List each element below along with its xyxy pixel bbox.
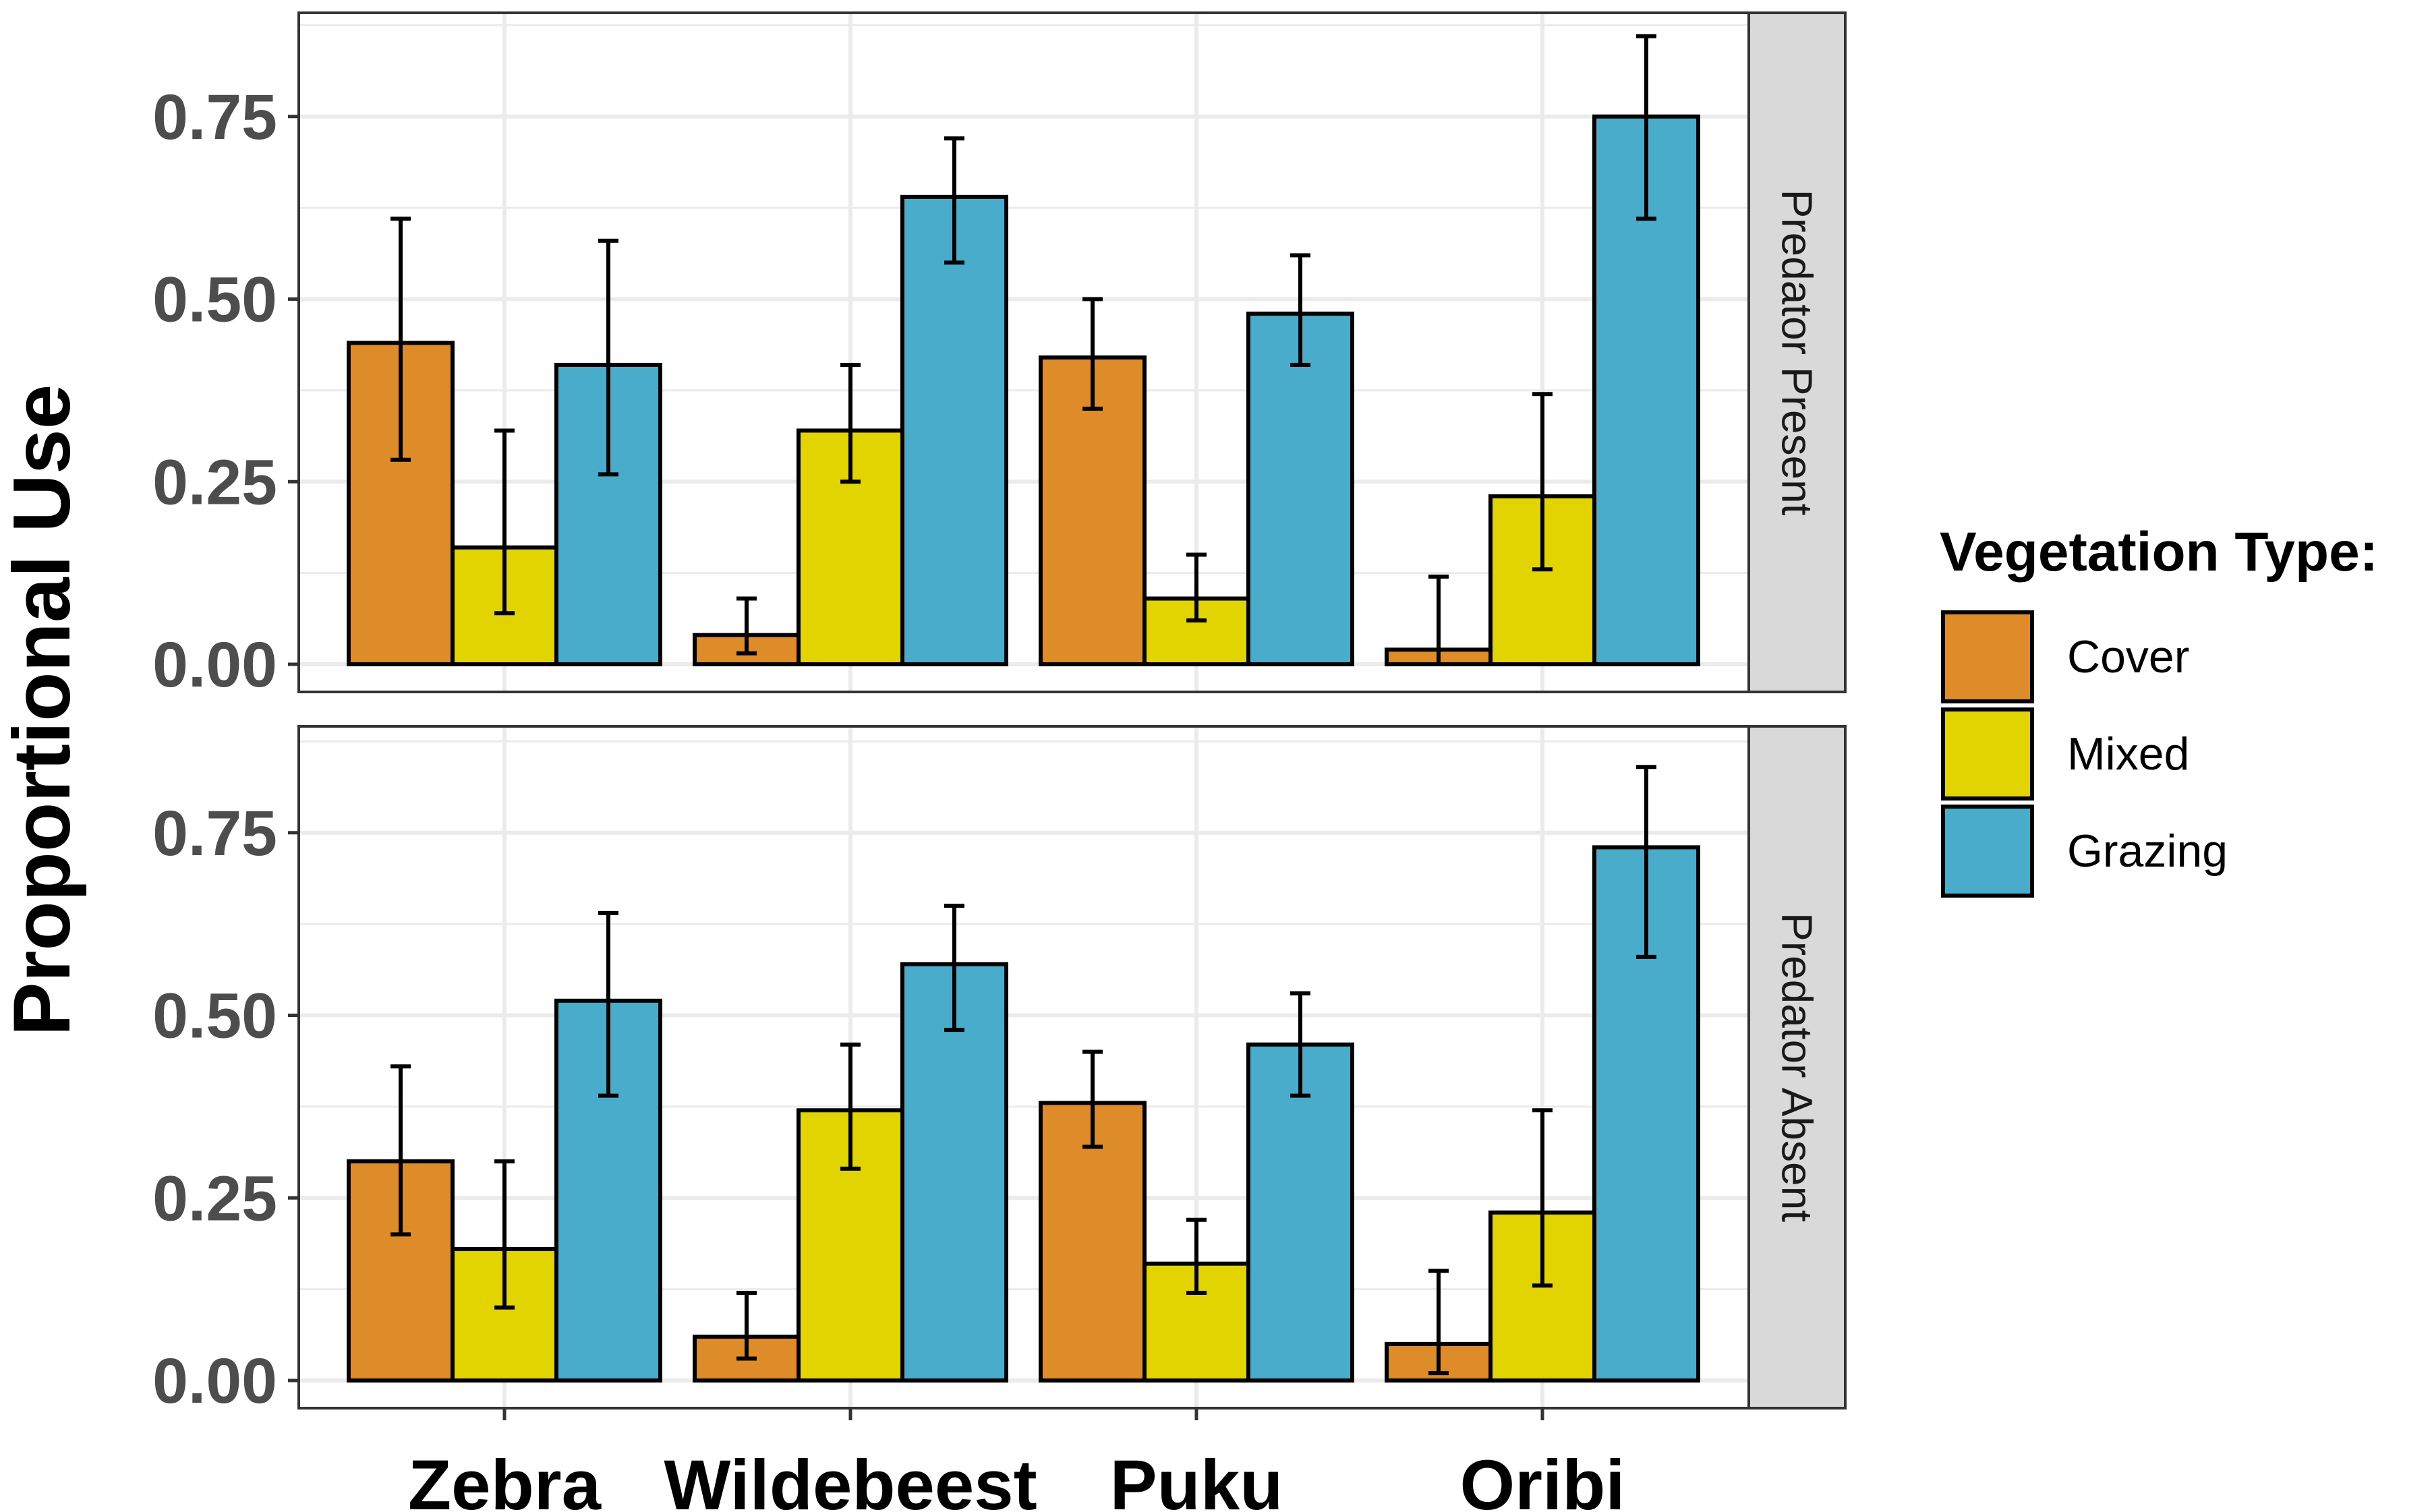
bar-predator-absent-zebra-grazing (554, 998, 662, 1383)
error-bar-predator-present-oribi-cover (1428, 575, 1449, 666)
error-bar-predator-present-zebra-mixed (494, 428, 515, 616)
error-bar-predator-absent-oribi-cover (1428, 1269, 1449, 1376)
error-bar-predator-absent-oribi-grazing (1636, 765, 1656, 959)
legend-label-cover: Cover (2067, 631, 2189, 682)
facet-strip-label: Predator Absent (1773, 912, 1822, 1222)
y-axis-label: Proportional Use (0, 384, 87, 1037)
legend: Vegetation Type: Cover Mixed Grazing (1940, 521, 2378, 898)
facet-strip (1747, 725, 1847, 1409)
bar-predator-absent-puku-cover (1039, 1101, 1147, 1383)
error-bar-predator-present-wildebeest-grazing (944, 136, 964, 265)
legend-key-grazing (1941, 805, 2034, 898)
legend-title: Vegetation Type: (1940, 521, 2378, 583)
error-bar-predator-present-oribi-mixed (1532, 392, 1553, 572)
error-bar-predator-present-wildebeest-cover (736, 596, 757, 656)
error-bar-predator-present-zebra-cover (390, 216, 411, 462)
legend-key-mixed (1941, 707, 2034, 801)
x-tick-label: Puku (1110, 1446, 1283, 1512)
error-bar-predator-present-wildebeest-mixed (840, 362, 861, 484)
error-bar-predator-present-puku-cover (1082, 297, 1103, 411)
error-bar-predator-absent-zebra-mixed (494, 1159, 515, 1310)
panel-predator-present: 0.00 0.25 0.50 0.75 Predator Present (152, 11, 1847, 701)
x-tick-label: Oribi (1459, 1446, 1625, 1512)
x-tick-label: Wildebeest (664, 1446, 1037, 1512)
error-bar-predator-absent-puku-cover (1082, 1049, 1103, 1149)
bar-predator-absent-wildebeest-grazing (900, 962, 1008, 1383)
x-tick-label: Zebra (408, 1446, 602, 1512)
y-tick-label: 0.50 (152, 981, 277, 1052)
y-tick-label: 0.25 (152, 1163, 277, 1234)
error-bar-predator-absent-wildebeest-mixed (840, 1042, 861, 1171)
error-bar-predator-absent-oribi-mixed (1532, 1108, 1553, 1288)
legend-label-mixed: Mixed (2067, 728, 2189, 780)
error-bar-predator-present-puku-mixed (1186, 552, 1207, 623)
panel-predator-absent: 0.00 0.25 0.50 0.75 Predator Absent (152, 725, 1847, 1417)
y-tick-label: 0.25 (152, 446, 277, 518)
error-bar-predator-absent-zebra-cover (390, 1064, 411, 1237)
error-bar-predator-absent-wildebeest-grazing (944, 904, 964, 1033)
legend-key-cover (1941, 610, 2034, 703)
bar-predator-present-puku-grazing (1246, 312, 1354, 667)
y-tick-label: 0.75 (152, 798, 277, 869)
legend-label-grazing: Grazing (2067, 825, 2228, 877)
error-bar-predator-absent-zebra-grazing (598, 910, 618, 1098)
y-tick-label: 0.00 (152, 1345, 277, 1417)
facet-strip-label: Predator Present (1773, 190, 1822, 516)
error-bar-predator-present-puku-grazing (1290, 253, 1310, 367)
error-bar-predator-present-zebra-grazing (598, 238, 618, 477)
y-tick-label: 0.50 (152, 264, 277, 336)
error-bar-predator-absent-puku-mixed (1186, 1217, 1207, 1296)
error-bar-predator-absent-wildebeest-cover (736, 1291, 757, 1361)
error-bar-predator-absent-puku-grazing (1290, 991, 1310, 1098)
error-bar-predator-present-oribi-grazing (1636, 34, 1656, 221)
bar-predator-present-wildebeest-grazing (900, 194, 1008, 666)
y-tick-label: 0.00 (152, 629, 277, 701)
facet-strip (1747, 11, 1847, 693)
y-tick-label: 0.75 (152, 82, 277, 153)
